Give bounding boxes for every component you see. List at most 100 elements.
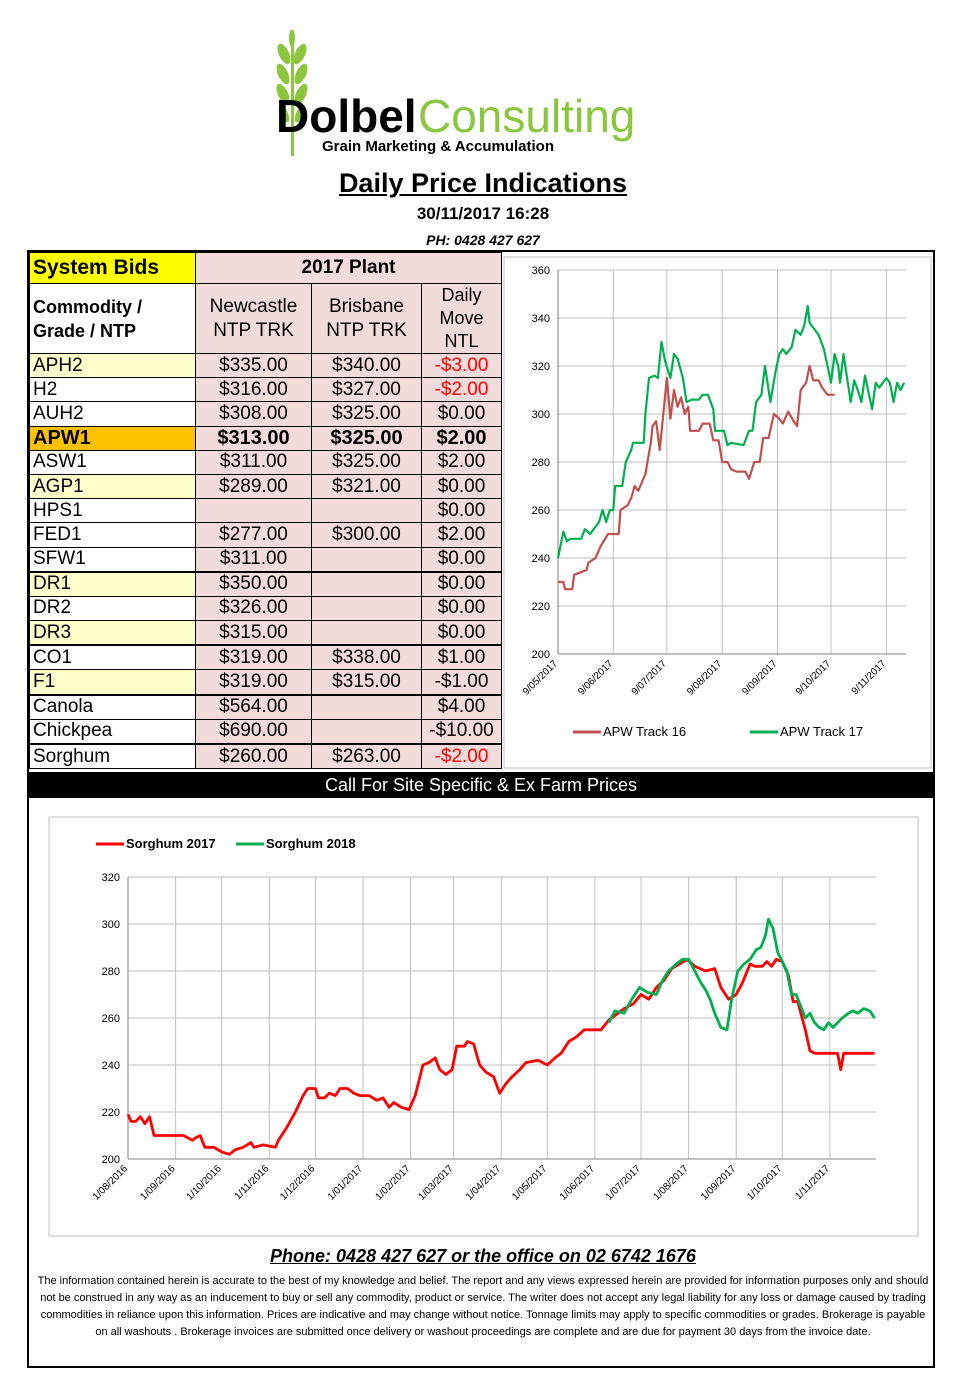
chart-area xyxy=(48,816,919,1237)
daily-move-cell: -$3.00 xyxy=(421,352,502,379)
daily-move-cell: $2.00 xyxy=(421,522,502,548)
newcastle-price-cell: $564.00 xyxy=(195,693,312,720)
daily-move-cell: $0.00 xyxy=(421,546,502,573)
daily-move-cell: -$2.00 xyxy=(421,743,502,770)
newcastle-price-cell: $690.00 xyxy=(195,718,312,745)
y-tick-label: 360 xyxy=(532,265,550,277)
series-line-1 xyxy=(558,364,835,591)
table-row: DR2 $326.00 $0.00 xyxy=(29,595,502,622)
report-frame xyxy=(27,250,935,1368)
newcastle-price-cell: $326.00 xyxy=(195,595,312,622)
chart-area xyxy=(503,256,932,769)
brisbane-price-cell: $325.00 xyxy=(311,425,422,451)
y-tick-label: 220 xyxy=(102,1107,120,1119)
brisbane-price-cell: $315.00 xyxy=(311,669,422,696)
disclaimer-text: The information contained herein is accu… xyxy=(37,1275,929,1338)
daily-move-column-header: Daily Move NTL xyxy=(421,283,502,354)
newcastle-price-cell: $335.00 xyxy=(195,352,312,379)
newcastle-price-cell: $319.00 xyxy=(195,644,312,671)
newcastle-header-line: Newcastle xyxy=(209,295,298,317)
table-row: APH2 $335.00 $340.00 -$3.00 xyxy=(29,352,502,379)
newcastle-price-cell xyxy=(195,498,312,524)
daily-move-cell: -$10.00 xyxy=(421,718,502,745)
brand-name-bold: Dolbel xyxy=(276,90,417,142)
brisbane-header-line: Brisbane xyxy=(329,295,404,317)
daily-move-cell: $2.00 xyxy=(421,425,502,451)
brisbane-price-cell xyxy=(311,620,422,646)
daily-move-cell: -$2.00 xyxy=(421,377,502,403)
brisbane-price-cell: $327.00 xyxy=(311,377,422,403)
report-datetime: 30/11/2017 16:28 xyxy=(416,204,550,223)
page-title: Daily Price Indications xyxy=(338,168,628,198)
newcastle-price-cell: $315.00 xyxy=(195,620,312,646)
newcastle-price-cell: $319.00 xyxy=(195,669,312,696)
plant-year-label: 2017 Plant xyxy=(195,252,502,284)
daily-move-cell: -$1.00 xyxy=(421,669,502,696)
commodity-cell: Chickpea xyxy=(29,718,196,745)
table-row: H2 $316.00 $327.00 -$2.00 xyxy=(29,377,502,403)
brisbane-price-cell: $321.00 xyxy=(311,473,422,500)
brand-name-light: Consulting xyxy=(418,90,635,142)
commodity-header-line: Commodity / xyxy=(33,296,143,317)
commodity-cell: F1 xyxy=(29,669,196,696)
commodity-cell: AGP1 xyxy=(29,473,196,500)
table-row: SFW1 $311.00 $0.00 xyxy=(29,546,502,573)
daily-move-cell: $0.00 xyxy=(421,498,502,524)
brisbane-price-cell: $300.00 xyxy=(311,522,422,548)
y-tick-label: 340 xyxy=(532,313,550,325)
daily-move-cell: $0.00 xyxy=(421,401,502,427)
brisbane-price-cell xyxy=(311,718,422,745)
brisbane-price-cell: $340.00 xyxy=(311,352,422,379)
grade-header-line: Grade / NTP xyxy=(33,320,137,341)
commodity-cell: ASW1 xyxy=(29,449,196,475)
commodity-cell: APH2 xyxy=(29,352,196,379)
commodity-cell: APW1 xyxy=(29,425,196,451)
table-row: F1 $319.00 $315.00 -$1.00 xyxy=(29,669,502,696)
move-header-line: Move xyxy=(439,308,484,328)
y-tick-label: 200 xyxy=(102,1154,120,1166)
brisbane-price-cell: $325.00 xyxy=(311,449,422,475)
system-bids-label: System Bids xyxy=(29,252,196,284)
call-for-prices-banner: Call For Site Specific & Ex Farm Prices xyxy=(29,772,933,798)
brisbane-price-cell: $263.00 xyxy=(311,743,422,770)
commodity-cell: DR3 xyxy=(29,620,196,646)
daily-move-cell: $0.00 xyxy=(421,570,502,597)
newcastle-price-cell: $308.00 xyxy=(195,401,312,427)
series-line-2 xyxy=(556,304,906,559)
daily-move-cell: $0.00 xyxy=(421,595,502,622)
brisbane-price-cell: $338.00 xyxy=(311,644,422,671)
newcastle-price-cell: $311.00 xyxy=(195,449,312,475)
y-tick-label: 240 xyxy=(102,1060,120,1072)
series-line-1 xyxy=(126,957,875,1156)
table-row: APW1 $313.00 $325.00 $2.00 xyxy=(29,425,502,451)
table-row: HPS1 $0.00 xyxy=(29,498,502,524)
newcastle-price-cell: $289.00 xyxy=(195,473,312,500)
table-row: DR1 $350.00 $0.00 xyxy=(29,570,502,597)
newcastle-price-cell: $260.00 xyxy=(195,743,312,770)
commodity-cell: Sorghum xyxy=(29,743,196,770)
y-tick-label: 260 xyxy=(102,1013,120,1025)
legend-label: APW Track 16 xyxy=(603,724,686,739)
y-tick-label: 300 xyxy=(102,919,120,931)
legend-label: Sorghum 2017 xyxy=(126,836,216,851)
commodity-cell: DR1 xyxy=(29,570,196,597)
commodity-cell: DR2 xyxy=(29,595,196,622)
daily-move-cell: $0.00 xyxy=(421,473,502,500)
newcastle-ntp-line: NTP TRK xyxy=(213,319,294,341)
table-row: DR3 $315.00 $0.00 xyxy=(29,620,502,646)
daily-move-cell: $1.00 xyxy=(421,644,502,671)
daily-move-cell: $0.00 xyxy=(421,620,502,646)
newcastle-price-cell: $313.00 xyxy=(195,425,312,451)
y-tick-label: 300 xyxy=(532,409,550,421)
commodity-cell: SFW1 xyxy=(29,546,196,573)
footer-phone: Phone: 0428 427 627 or the office on 02 … xyxy=(270,1246,696,1266)
y-tick-label: 320 xyxy=(532,361,550,373)
table-row: ASW1 $311.00 $325.00 $2.00 xyxy=(29,449,502,475)
header-phone: PH: 0428 427 627 xyxy=(426,232,540,248)
price-table: System Bids 2017 Plant Commodity / Grade… xyxy=(29,252,502,770)
table-row: FED1 $277.00 $300.00 $2.00 xyxy=(29,522,502,548)
newcastle-price-cell: $311.00 xyxy=(195,546,312,573)
company-logo: Dolbel Consulting Grain Marketing & Accu… xyxy=(276,30,635,156)
